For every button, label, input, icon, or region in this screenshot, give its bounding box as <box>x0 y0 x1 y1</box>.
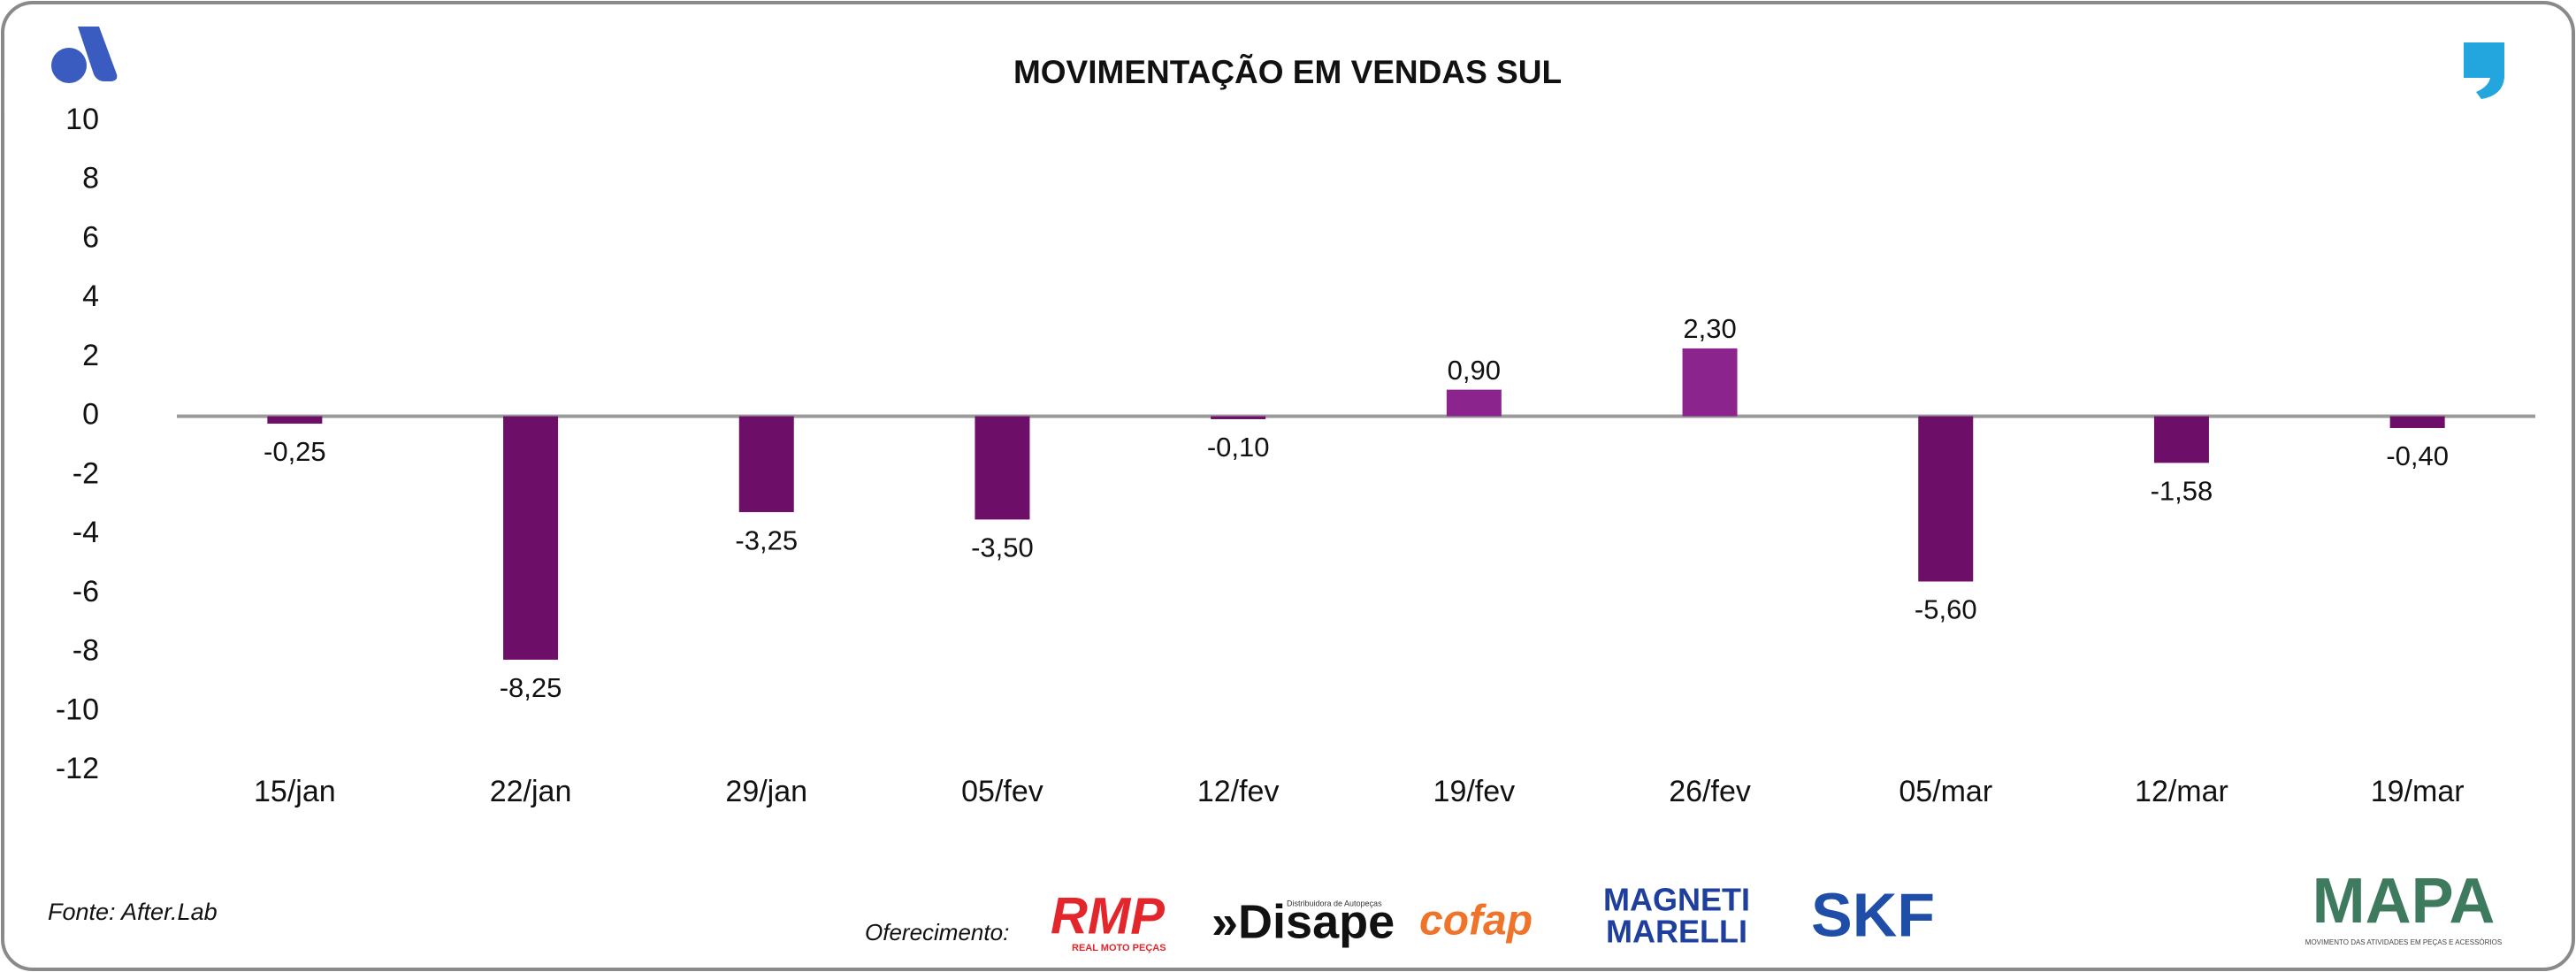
x-tick-label: 26/fev <box>1669 775 1751 808</box>
bar <box>738 416 794 513</box>
y-tick-label: -12 <box>56 752 99 785</box>
value-label: -0,25 <box>264 436 326 467</box>
bar <box>503 416 559 660</box>
x-tick-label: 05/fev <box>961 775 1043 808</box>
y-tick-label: 2 <box>82 339 99 372</box>
sponsor-logo: RMP <box>1051 887 1165 945</box>
value-label: -0,10 <box>1207 432 1270 463</box>
sponsor-logo-caption: Distribuidora de Autopeças <box>1287 899 1382 907</box>
value-label: 0,90 <box>1448 355 1501 386</box>
sponsor-logo: MAGNETI <box>1603 882 1750 918</box>
bar <box>1918 416 1974 582</box>
bar <box>1211 416 1266 419</box>
value-label: -5,60 <box>1915 594 1977 625</box>
x-tick-label: 15/jan <box>254 775 336 808</box>
chart-title: MOVIMENTAÇÃO EM VENDAS SUL <box>1013 53 1562 90</box>
y-tick-label: 8 <box>82 162 99 195</box>
bar <box>267 416 323 424</box>
x-tick-label: 19/mar <box>2371 775 2465 808</box>
sponsor-logo: SKF <box>1811 880 1935 949</box>
x-tick-label: 19/fev <box>1433 775 1516 808</box>
x-tick-label: 29/jan <box>725 775 807 808</box>
bar <box>975 416 1030 520</box>
sponsor-logo-caption: REAL MOTO PEÇAS <box>1072 943 1166 953</box>
value-label: 2,30 <box>1683 313 1736 344</box>
sponsor-label: Oferecimento: <box>865 919 1009 945</box>
x-tick-label: 22/jan <box>490 775 572 808</box>
y-tick-label: -4 <box>73 516 99 549</box>
y-tick-label: 6 <box>82 220 99 254</box>
y-tick-label: -6 <box>73 575 99 608</box>
bar <box>1446 389 1502 417</box>
value-label: -3,25 <box>735 524 798 555</box>
bar <box>2389 416 2445 428</box>
value-label: -1,58 <box>2151 476 2213 507</box>
sponsor-logo: cofap <box>1419 898 1533 945</box>
sponsor-logo: »Disape <box>1212 895 1395 948</box>
x-tick-label: 05/mar <box>1899 775 1992 808</box>
bar <box>2153 416 2209 463</box>
x-tick-label: 12/mar <box>2135 775 2228 808</box>
y-tick-label: 4 <box>82 279 99 313</box>
sponsor-logo: MARELLI <box>1606 914 1747 950</box>
y-tick-label: -10 <box>56 693 99 726</box>
y-tick-label: 10 <box>65 103 99 136</box>
y-tick-label: 0 <box>82 398 99 432</box>
source: Fonte: After.Lab <box>48 899 218 925</box>
brand-logo <box>51 27 118 83</box>
sponsor-logo-caption: MOVIMENTO DAS ATIVIDADES EM PEÇAS E ACES… <box>2305 938 2502 946</box>
sponsor-logo: MAPA <box>2312 866 2496 937</box>
y-tick-label: -2 <box>73 456 99 490</box>
bar <box>1682 348 1738 417</box>
quote-logo <box>2464 42 2504 99</box>
y-tick-label: -8 <box>73 634 99 668</box>
value-label: -3,50 <box>971 532 1034 563</box>
value-label: -8,25 <box>500 672 562 703</box>
x-tick-label: 12/fev <box>1197 775 1280 808</box>
value-label: -0,40 <box>2386 440 2449 471</box>
